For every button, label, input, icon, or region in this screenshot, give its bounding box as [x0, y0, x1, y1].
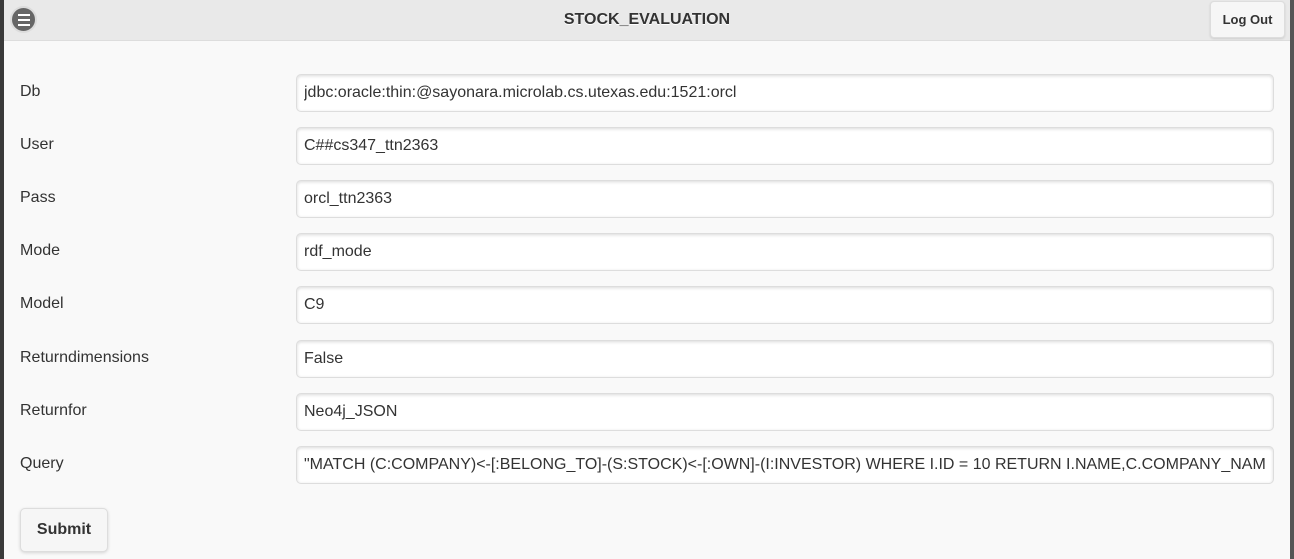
db-label: Db	[20, 83, 41, 100]
form-row-returndimensions: Returndimensions	[4, 340, 1290, 378]
model-input[interactable]	[296, 286, 1274, 324]
returnfor-label: Returnfor	[20, 402, 87, 419]
returndimensions-input[interactable]	[296, 340, 1274, 378]
hamburger-menu-icon[interactable]	[10, 6, 37, 33]
query-label: Query	[20, 455, 64, 472]
mode-input[interactable]	[296, 233, 1274, 271]
window-edge	[1290, 0, 1294, 559]
form-row-model: Model	[4, 286, 1290, 324]
logout-button[interactable]: Log Out	[1210, 1, 1285, 38]
pass-input[interactable]	[296, 180, 1274, 218]
model-label: Model	[20, 295, 64, 312]
returnfor-input[interactable]	[296, 393, 1274, 431]
app-window: STOCK_EVALUATION Log Out Db User Pass Mo…	[4, 0, 1290, 559]
pass-label: Pass	[20, 189, 56, 206]
submit-button[interactable]: Submit	[20, 508, 108, 552]
form-row-mode: Mode	[4, 233, 1290, 271]
header-bar: STOCK_EVALUATION Log Out	[4, 0, 1290, 41]
form-row-user: User	[4, 127, 1290, 165]
form-row-returnfor: Returnfor	[4, 393, 1290, 431]
user-input[interactable]	[296, 127, 1274, 165]
form-row-query: Query	[4, 446, 1290, 484]
returndimensions-label: Returndimensions	[20, 349, 149, 366]
db-input[interactable]	[296, 74, 1274, 112]
form-row-db: Db	[4, 74, 1290, 112]
user-label: User	[20, 136, 54, 153]
query-input[interactable]	[296, 446, 1274, 484]
form-row-pass: Pass	[4, 180, 1290, 218]
mode-label: Mode	[20, 242, 61, 259]
page-title: STOCK_EVALUATION	[563, 11, 731, 28]
